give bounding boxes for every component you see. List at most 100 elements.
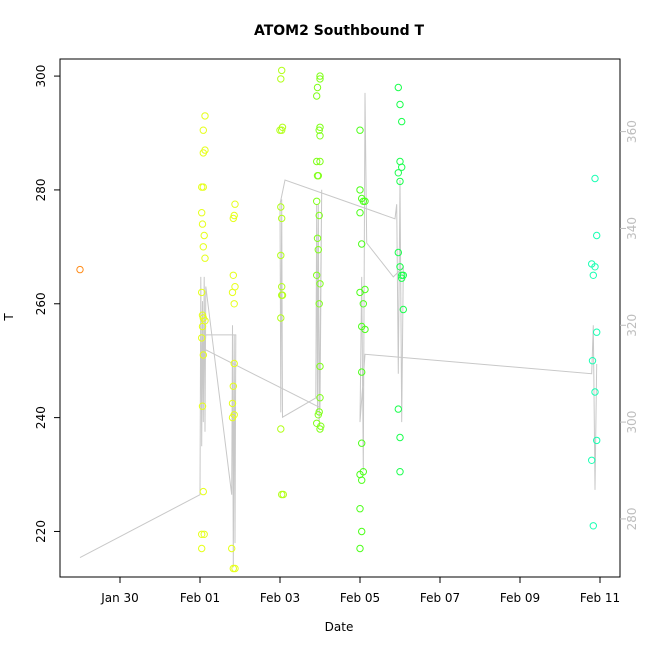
data-point	[313, 92, 321, 100]
x-tick-label: Feb 09	[500, 591, 540, 605]
data-point	[356, 126, 364, 134]
data-point	[316, 132, 324, 140]
data-point	[198, 544, 206, 553]
y-left-tick-label: 300	[34, 65, 48, 88]
data-point	[399, 271, 407, 279]
data-point	[229, 382, 238, 390]
y-right-tick-label: 360	[625, 120, 639, 143]
data-point	[198, 334, 206, 342]
data-point	[314, 411, 322, 419]
data-point	[316, 157, 324, 166]
data-point	[356, 505, 364, 513]
data-point	[356, 544, 364, 553]
data-point	[228, 399, 237, 408]
plot-frame	[59, 58, 621, 578]
data-point	[394, 83, 402, 92]
data-point	[315, 126, 323, 134]
data-point	[316, 394, 324, 402]
data-point	[198, 402, 207, 410]
data-point	[199, 126, 208, 134]
data-point	[201, 317, 209, 325]
data-point	[396, 433, 404, 442]
data-point	[593, 231, 601, 240]
data-point	[394, 405, 402, 413]
data-point	[316, 123, 324, 132]
data-point	[201, 146, 209, 154]
x-axis-label: Date	[325, 620, 354, 634]
data-point	[593, 328, 601, 336]
data-point	[588, 456, 596, 464]
data-point	[231, 564, 239, 573]
data-point	[396, 100, 404, 109]
x-tick-label: Feb 11	[580, 591, 620, 605]
data-point	[396, 468, 404, 476]
data-point	[230, 300, 238, 308]
data-point	[396, 177, 404, 186]
data-point	[278, 283, 286, 291]
data-point	[588, 260, 596, 268]
data-point	[356, 186, 364, 194]
data-point	[358, 322, 366, 331]
data-point	[231, 200, 239, 208]
data-point	[316, 75, 324, 83]
data-point	[278, 123, 287, 132]
data-point	[313, 234, 322, 243]
data-point	[313, 157, 321, 166]
data-point	[591, 388, 599, 396]
data-point	[199, 487, 208, 496]
data-point	[230, 411, 238, 419]
x-axis: Jan 30 Feb 01 Feb 03 Feb 05 Feb 07 Feb 09 Feb …	[100, 577, 620, 605]
data-point	[361, 285, 369, 294]
data-point	[230, 211, 238, 220]
y-left-tick-label: 240	[34, 406, 48, 429]
data-point	[198, 220, 207, 228]
data-point	[358, 527, 366, 536]
data-point	[313, 271, 321, 279]
data-point	[277, 425, 285, 433]
data-point	[394, 248, 402, 257]
x-tick-label: Feb 01	[180, 591, 220, 605]
data-point	[228, 544, 236, 553]
y-axis-left: 220 240 260 280 300	[34, 65, 60, 543]
data-point	[317, 422, 325, 430]
y-left-tick-label: 260	[34, 292, 48, 315]
data-point	[277, 75, 285, 83]
data-point	[358, 194, 366, 203]
data-point	[201, 254, 209, 262]
data-point	[229, 271, 238, 279]
data-point	[199, 183, 208, 191]
data-point	[199, 243, 208, 251]
y-right-tick-label: 300	[625, 411, 639, 434]
y-axis-label: T	[2, 313, 16, 322]
data-point	[588, 357, 597, 365]
chart-title: ATOM2 Southbound T	[254, 23, 425, 39]
y-right-tick-label: 340	[625, 217, 639, 240]
x-tick-label: Jan 30	[100, 591, 139, 605]
data-point	[358, 368, 366, 376]
data-point	[313, 83, 322, 92]
data-point	[316, 280, 324, 288]
line-layer	[79, 92, 598, 568]
data-point	[313, 197, 321, 206]
data-point	[200, 530, 208, 538]
data-point	[316, 362, 324, 371]
data-point	[356, 209, 364, 217]
data-point	[399, 305, 407, 314]
data-point	[358, 439, 366, 447]
data-point	[231, 283, 239, 291]
y-left-tick-label: 220	[34, 520, 48, 543]
data-point	[76, 265, 84, 274]
x-tick-label: Feb 05	[340, 591, 380, 605]
data-point	[589, 522, 597, 530]
data-point	[229, 214, 238, 223]
data-point	[359, 468, 367, 476]
data-point	[199, 351, 208, 359]
data-point	[201, 112, 209, 120]
data-point	[315, 408, 323, 416]
y-left-tick-label: 280	[34, 178, 48, 201]
data-point	[315, 300, 323, 308]
data-point	[314, 172, 322, 180]
data-point	[230, 359, 238, 368]
data-point	[398, 117, 406, 126]
